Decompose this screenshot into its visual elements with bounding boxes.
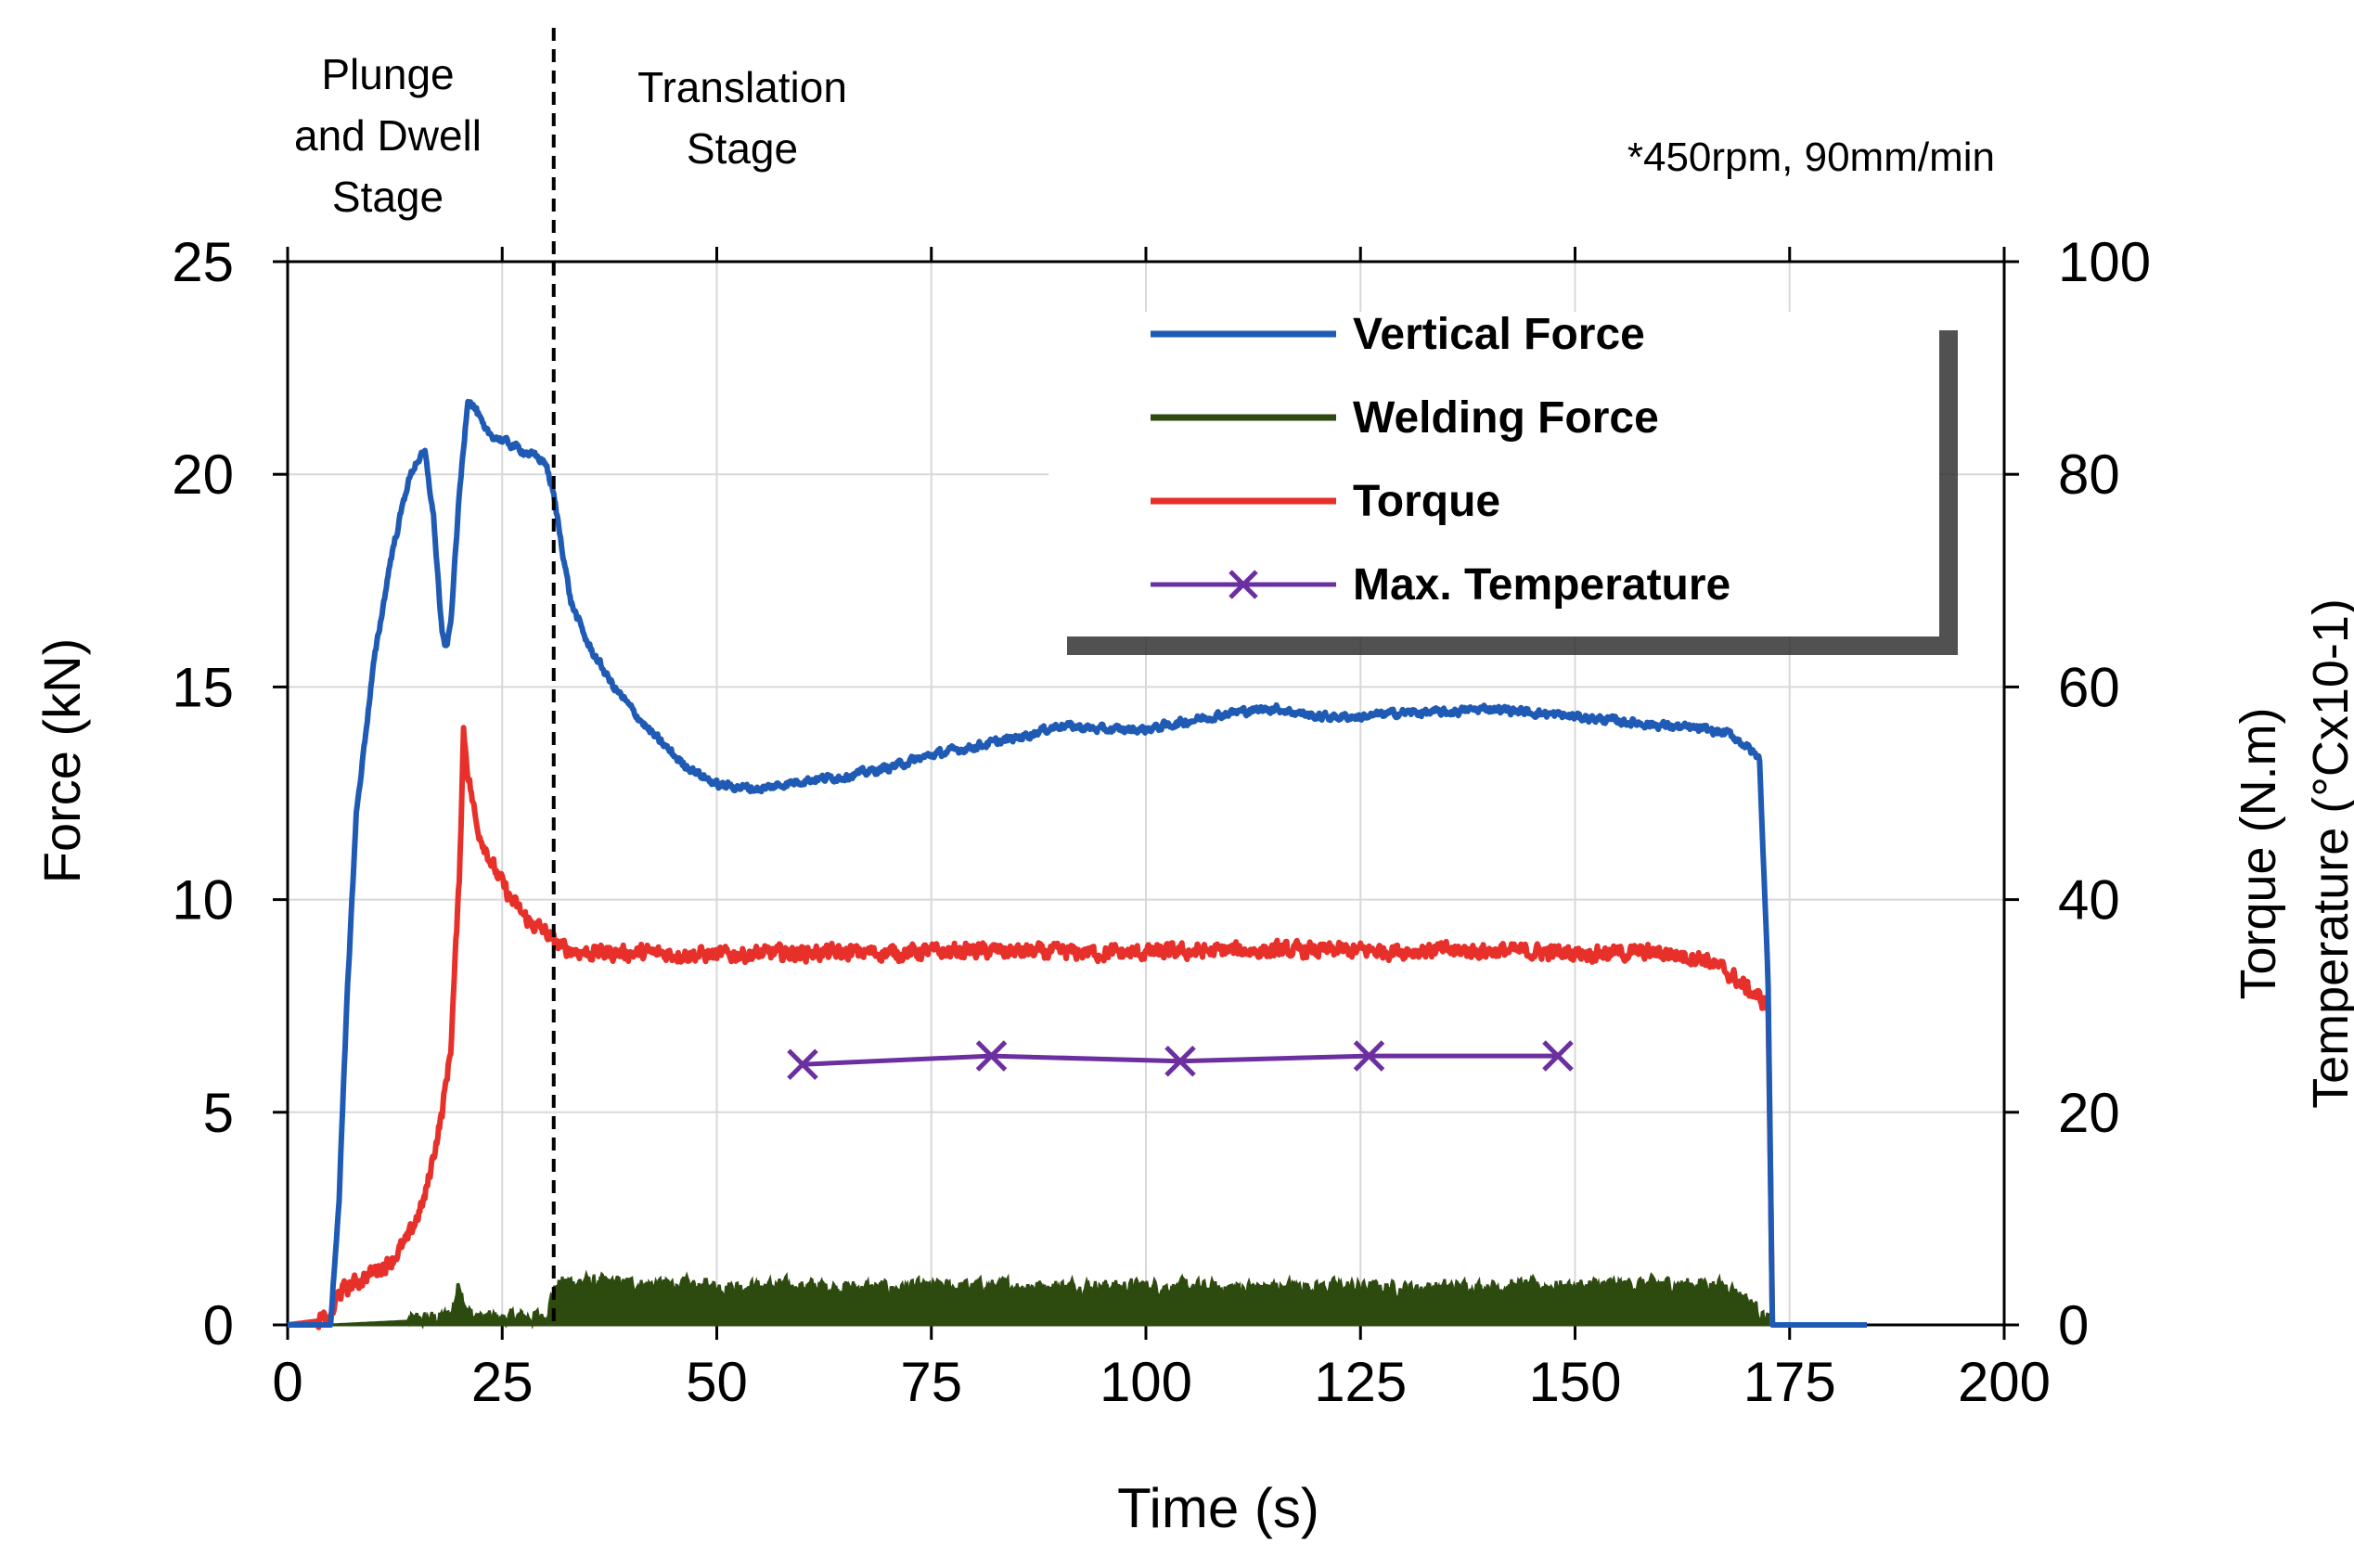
legend-label-welding-force: Welding Force — [1353, 393, 1659, 443]
y2-tick-label-20: 20 — [2058, 1082, 2120, 1144]
series-marker-temperature-0 — [787, 1048, 818, 1080]
y-tick-label-0: 0 — [203, 1294, 234, 1356]
y2-axis-title-line-1: Torque (N.m) — [2231, 707, 2286, 999]
series-lines — [285, 398, 1870, 1330]
x-tick-label-50: 50 — [686, 1351, 748, 1413]
stage-label-translation-line-2: Stage — [687, 124, 798, 173]
x-tick-label-100: 100 — [1100, 1351, 1192, 1413]
y-tick-label-5: 5 — [203, 1082, 234, 1144]
x-tick-label-175: 175 — [1743, 1351, 1836, 1413]
y-tick-label-15: 15 — [172, 656, 234, 718]
y2-tick-label-0: 0 — [2058, 1294, 2089, 1356]
y-axis-title: Force (kN) — [32, 638, 91, 883]
y2-axis-title-line-2: Temperature (°Cx10-1) — [2303, 598, 2354, 1109]
y-tick-label-10: 10 — [172, 869, 234, 932]
series-marker-temperature-1 — [975, 1040, 1008, 1072]
y-tick-label-25: 25 — [172, 231, 234, 293]
axis-ticks: 0 25 50 75 100 125 150 175 200051015202502040608… — [172, 231, 2151, 1413]
series-area-welding — [288, 1269, 1867, 1330]
y2-tick-label-40: 40 — [2058, 869, 2120, 932]
x-tick-label-125: 125 — [1314, 1351, 1407, 1413]
legend-marker-max-temperature — [1228, 570, 1258, 599]
x-tick-label-150: 150 — [1528, 1351, 1621, 1413]
process-parameters-annotation: *450rpm, 90mm/min — [1627, 135, 1995, 180]
series-line-vertical — [285, 398, 1870, 1328]
x-tick-label-25: 25 — [471, 1351, 534, 1413]
y2-tick-label-100: 100 — [2058, 231, 2151, 293]
y2-tick-label-60: 60 — [2058, 656, 2120, 718]
series-marker-temperature-2 — [1164, 1046, 1196, 1077]
series-marker-temperature-4 — [1542, 1040, 1574, 1072]
x-tick-label-200: 200 — [1958, 1351, 2051, 1413]
y2-tick-label-80: 80 — [2058, 443, 2120, 506]
legend-label-max-temperature: Max. Temperature — [1353, 560, 1730, 610]
stage-label-plunge-line-2: and Dwell — [294, 111, 482, 160]
legend-label-torque: Torque — [1353, 477, 1500, 526]
legend: Vertical Force Welding Force Torque Max.… — [1048, 310, 1958, 655]
series-marker-temperature-3 — [1353, 1040, 1385, 1072]
stage-label-translation-line-1: Translation — [637, 63, 847, 111]
y-tick-label-20: 20 — [172, 443, 234, 506]
stage-label-plunge-line-3: Stage — [332, 173, 444, 221]
series-line-torque — [285, 725, 1870, 1330]
x-axis-title: Time (s) — [1117, 1477, 1319, 1539]
x-tick-label-75: 75 — [900, 1351, 962, 1413]
x-tick-label-0: 0 — [272, 1351, 302, 1413]
legend-label-vertical-force: Vertical Force — [1353, 310, 1645, 359]
stage-label-plunge-line-1: Plunge — [321, 50, 454, 98]
